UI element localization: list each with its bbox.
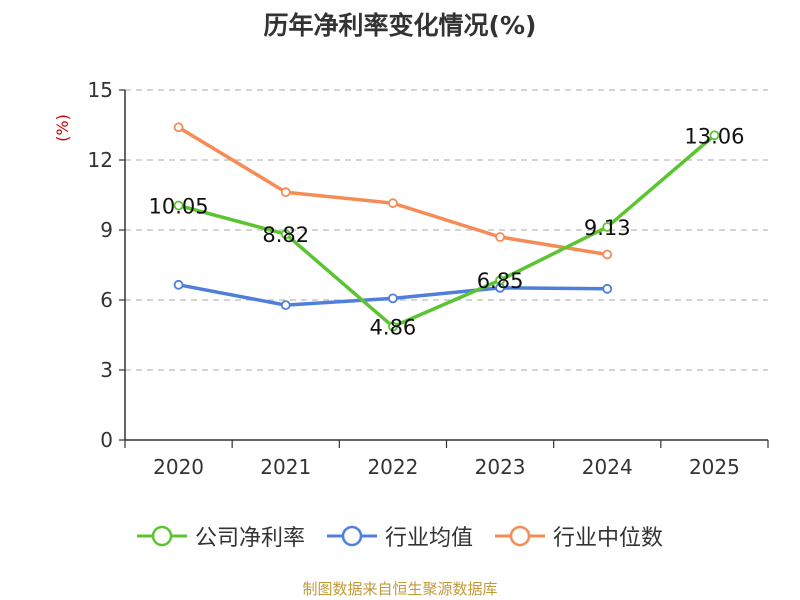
y-tick-label-3: 3 [100, 358, 113, 382]
series-1-point-2020 [173, 279, 184, 290]
data-label-2022: 4.86 [370, 316, 417, 340]
x-tick-label-2025: 2025 [689, 455, 740, 479]
legend-label: 行业均值 [384, 526, 473, 551]
y-tick-label-0: 0 [100, 428, 113, 452]
series-0-point-2024 [602, 222, 613, 232]
legend-swatch-icon [495, 525, 545, 547]
axes: 0 3 6 9 12 15 2020 2021 2022 2023 2024 2025 [88, 78, 769, 479]
y-tick-label-12: 12 [88, 148, 113, 172]
y-tick-label-9: 9 [100, 218, 113, 242]
data-label-2021: 8.82 [262, 223, 309, 247]
series-2-point-2024 [602, 249, 613, 260]
series-1-point-2021 [280, 300, 291, 311]
legend-swatch-icon [326, 525, 377, 547]
series [173, 122, 720, 332]
series-2-point-2020 [173, 122, 184, 133]
data-labels: 10.05 8.82 4.86 6.85 9.13 13.06 [149, 124, 745, 339]
x-tick-label-2023: 2023 [475, 455, 526, 479]
legend-item-2[interactable]: 行业中位数 [495, 520, 663, 552]
data-label-2020: 10.05 [149, 195, 209, 219]
legend: 公司净利率 行业均值 行业中位数 [0, 520, 800, 552]
series-0-point-2020 [173, 200, 184, 211]
data-label-2024: 9.13 [584, 216, 631, 240]
legend-label: 公司净利率 [194, 526, 305, 551]
series-line-0 [178, 133, 716, 329]
legend-swatch-icon [136, 525, 187, 547]
x-tick-label-2021: 2021 [260, 455, 311, 479]
x-tick-label-2024: 2024 [582, 455, 633, 479]
series-1-point-2022 [388, 293, 398, 304]
series-line-2 [177, 125, 608, 257]
x-tick-label-2022: 2022 [367, 455, 418, 479]
x-tick-label-2020: 2020 [153, 455, 204, 479]
series-0-point-2023 [495, 275, 505, 286]
series-2-point-2021 [280, 187, 291, 198]
y-tick-label-15: 15 [88, 78, 113, 102]
legend-item-0[interactable]: 公司净利率 [136, 520, 305, 552]
y-axis-label: (%) [53, 114, 72, 142]
chart-title: 历年净利率变化情况(%) [263, 11, 537, 40]
data-label-2025: 13.06 [684, 124, 744, 148]
legend-item-1[interactable]: 行业均值 [326, 520, 473, 552]
source-text: 制图数据来自恒生聚源数据库 [302, 580, 498, 598]
series-0-point-2025 [709, 130, 720, 141]
data-label-2023: 6.85 [477, 269, 524, 293]
grid-lines [125, 89, 768, 371]
series-0-point-2021 [280, 229, 291, 240]
series-0-point-2022 [388, 321, 398, 332]
series-1-point-2024 [602, 283, 613, 294]
series-2-point-2023 [495, 232, 505, 242]
series-2-point-2022 [388, 198, 398, 209]
y-tick-label-6: 6 [100, 288, 113, 312]
legend-label: 行业中位数 [553, 526, 664, 551]
